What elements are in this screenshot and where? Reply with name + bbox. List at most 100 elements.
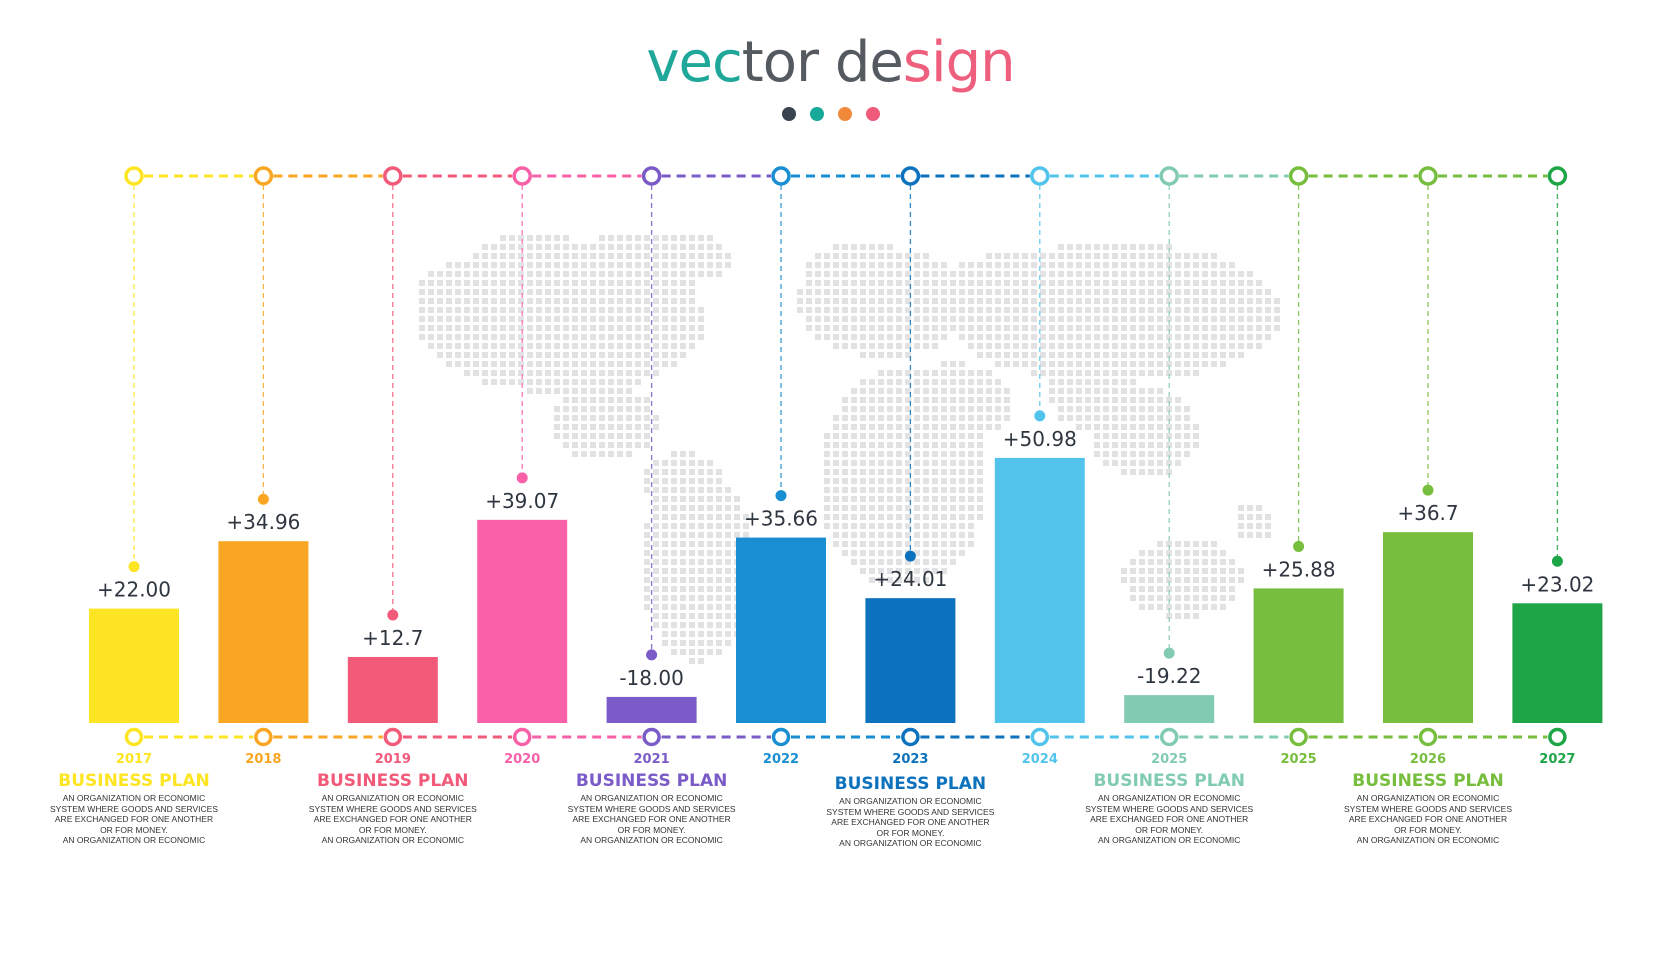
bar [736,537,826,723]
map-dot [653,298,659,304]
map-dot [1166,280,1172,286]
map-dot [635,253,641,259]
map-dot [1157,595,1163,601]
map-dot [653,361,659,367]
map-dot [842,262,848,268]
map-dot [1184,415,1190,421]
map-dot [914,424,920,430]
map-dot [986,397,992,403]
map-dot [1256,307,1262,313]
map-dot [851,514,857,520]
map-dot [1130,262,1136,268]
map-dot [878,451,884,457]
map-dot [1175,352,1181,358]
map-dot [878,505,884,511]
map-dot [554,361,560,367]
map-dot [644,604,650,610]
map-dot [878,478,884,484]
map-dot [869,523,875,529]
map-dot [1148,388,1154,394]
map-dot [536,271,542,277]
map-dot [824,451,830,457]
map-dot [1157,298,1163,304]
map-dot [1031,253,1037,259]
map-dot [698,649,704,655]
map-dot [887,541,893,547]
map-dot [833,460,839,466]
map-dot [1031,307,1037,313]
map-dot [833,442,839,448]
map-dot [851,532,857,538]
map-dot [995,253,1001,259]
map-dot [950,280,956,286]
map-dot [1166,397,1172,403]
map-dot [923,523,929,529]
map-dot [1157,424,1163,430]
map-dot [977,343,983,349]
map-dot [1040,262,1046,268]
map-dot [1094,262,1100,268]
map-dot [653,370,659,376]
map-dot [644,550,650,556]
map-dot [860,298,866,304]
map-dot [833,523,839,529]
map-dot [725,487,731,493]
map-dot [707,262,713,268]
map-dot [851,487,857,493]
map-dot [680,487,686,493]
map-dot [1022,343,1028,349]
map-dot [1076,397,1082,403]
map-dot [887,397,893,403]
map-dot [617,442,623,448]
map-dot [1067,325,1073,331]
map-dot [986,370,992,376]
map-dot [662,559,668,565]
map-dot [1130,406,1136,412]
map-dot [878,433,884,439]
map-dot [1094,325,1100,331]
map-dot [1274,307,1280,313]
map-dot [716,271,722,277]
map-dot [1058,379,1064,385]
map-dot [563,271,569,277]
map-dot [518,325,524,331]
map-dot [1085,262,1091,268]
map-dot [599,262,605,268]
description-line: AN ORGANIZATION OR ECONOMIC [580,793,723,803]
map-dot [1013,298,1019,304]
map-dot [1067,316,1073,322]
map-dot [1130,595,1136,601]
map-dot [1274,298,1280,304]
map-dot [545,352,551,358]
world-map-background [419,235,1280,664]
map-dot [1139,460,1145,466]
top-ring-marker [512,166,532,186]
map-dot [878,568,884,574]
map-dot [1148,271,1154,277]
map-dot [950,388,956,394]
map-dot [905,325,911,331]
map-dot [932,541,938,547]
title-part-1: vector de [646,30,903,95]
map-dot [509,379,515,385]
map-dot [716,505,722,511]
map-dot [554,334,560,340]
map-dot [941,262,947,268]
map-dot [1139,388,1145,394]
map-dot [986,424,992,430]
map-dot [824,280,830,286]
map-dot [878,406,884,412]
map-dot [977,271,983,277]
map-dot [968,325,974,331]
map-dot [653,550,659,556]
map-dot [1049,316,1055,322]
map-dot [590,415,596,421]
map-dot [887,343,893,349]
map-dot [1085,388,1091,394]
map-dot [482,316,488,322]
map-dot [446,271,452,277]
map-dot [1013,334,1019,340]
map-dot [923,325,929,331]
map-dot [878,442,884,448]
map-dot [842,415,848,421]
